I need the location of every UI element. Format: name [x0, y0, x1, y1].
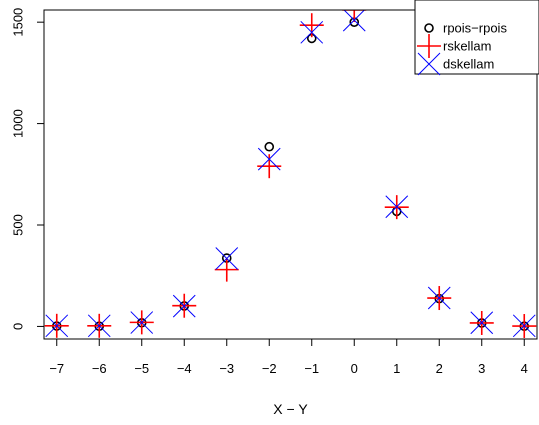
legend-label: rpois−rpois — [443, 21, 507, 36]
cross-point — [417, 52, 441, 76]
x-tick-label: 2 — [436, 361, 443, 376]
y-tick-label: 500 — [11, 214, 26, 236]
cross-point-b — [512, 314, 536, 338]
x-tick-label: −5 — [134, 361, 149, 376]
series-cross-group — [45, 10, 536, 338]
plus-point — [417, 34, 441, 58]
cross-point — [342, 10, 366, 32]
cross-point — [257, 147, 281, 171]
legend-plus-marker — [417, 34, 441, 58]
cross-point — [470, 311, 494, 335]
cross-point — [512, 314, 536, 338]
plot-frame — [43, 9, 538, 340]
plus-point — [257, 154, 282, 179]
cross-point — [215, 247, 239, 270]
plot-marks — [44, 10, 537, 339]
cross-point — [45, 314, 69, 338]
x-tick-label: 3 — [478, 361, 485, 376]
circle-point — [424, 23, 434, 33]
cross-point — [300, 20, 324, 44]
y-tick-label: 1500 — [11, 8, 26, 37]
cross-point — [87, 314, 111, 338]
axes-layer: −7 −6 −5 −4 −3 −2 −1 0 1 2 3 4 0 500 1000 1500 — [11, 8, 528, 376]
cross-point — [130, 311, 154, 334]
x-tick-label: 4 — [521, 361, 528, 376]
cross-point-b — [385, 195, 409, 219]
legend-circle-marker — [424, 23, 434, 33]
cross-point-b — [172, 294, 196, 318]
x-tick-label: −6 — [92, 361, 107, 376]
legend-item-rskellam: rskellam — [417, 34, 491, 58]
cross-point-b — [427, 286, 451, 310]
legend-label: dskellam — [443, 57, 494, 72]
cross-point — [427, 286, 451, 310]
legend-box — [414, 0, 539, 75]
x-tick-label: −1 — [304, 361, 319, 376]
x-tick-label: −7 — [49, 361, 64, 376]
plus-point — [214, 257, 239, 282]
x-tick-label: 1 — [393, 361, 400, 376]
x-tick-label: 0 — [351, 361, 358, 376]
plus-point — [342, 10, 367, 22]
cross-point-b — [342, 10, 366, 32]
x-tick-label: −3 — [219, 361, 234, 376]
x-tick-label: −2 — [262, 361, 277, 376]
y-tick-label: 1000 — [11, 109, 26, 138]
cross-point — [385, 195, 409, 219]
circle-point — [264, 141, 275, 152]
cross-point-b — [130, 311, 154, 334]
cross-point-b — [417, 52, 441, 76]
x-axis-title: X − Y — [273, 401, 308, 417]
cross-point-b — [300, 20, 324, 44]
legend-cross-marker — [417, 52, 441, 76]
y-tick-label: 0 — [11, 323, 26, 330]
x-tick-label: −4 — [177, 361, 192, 376]
cross-point-b — [45, 314, 69, 338]
legend-item-dskellam: dskellam — [417, 52, 494, 76]
legend-item-rpois-rpois: rpois−rpois — [424, 21, 507, 36]
cross-point-b — [87, 314, 111, 338]
plus-point — [299, 13, 324, 38]
cross-point-b — [257, 147, 281, 171]
cross-point-b — [470, 311, 494, 335]
cross-point-b — [215, 247, 239, 270]
legend-label: rskellam — [443, 39, 491, 54]
cross-point — [172, 294, 196, 318]
legend: rpois−rpois rskellam dskellam — [414, 0, 539, 76]
